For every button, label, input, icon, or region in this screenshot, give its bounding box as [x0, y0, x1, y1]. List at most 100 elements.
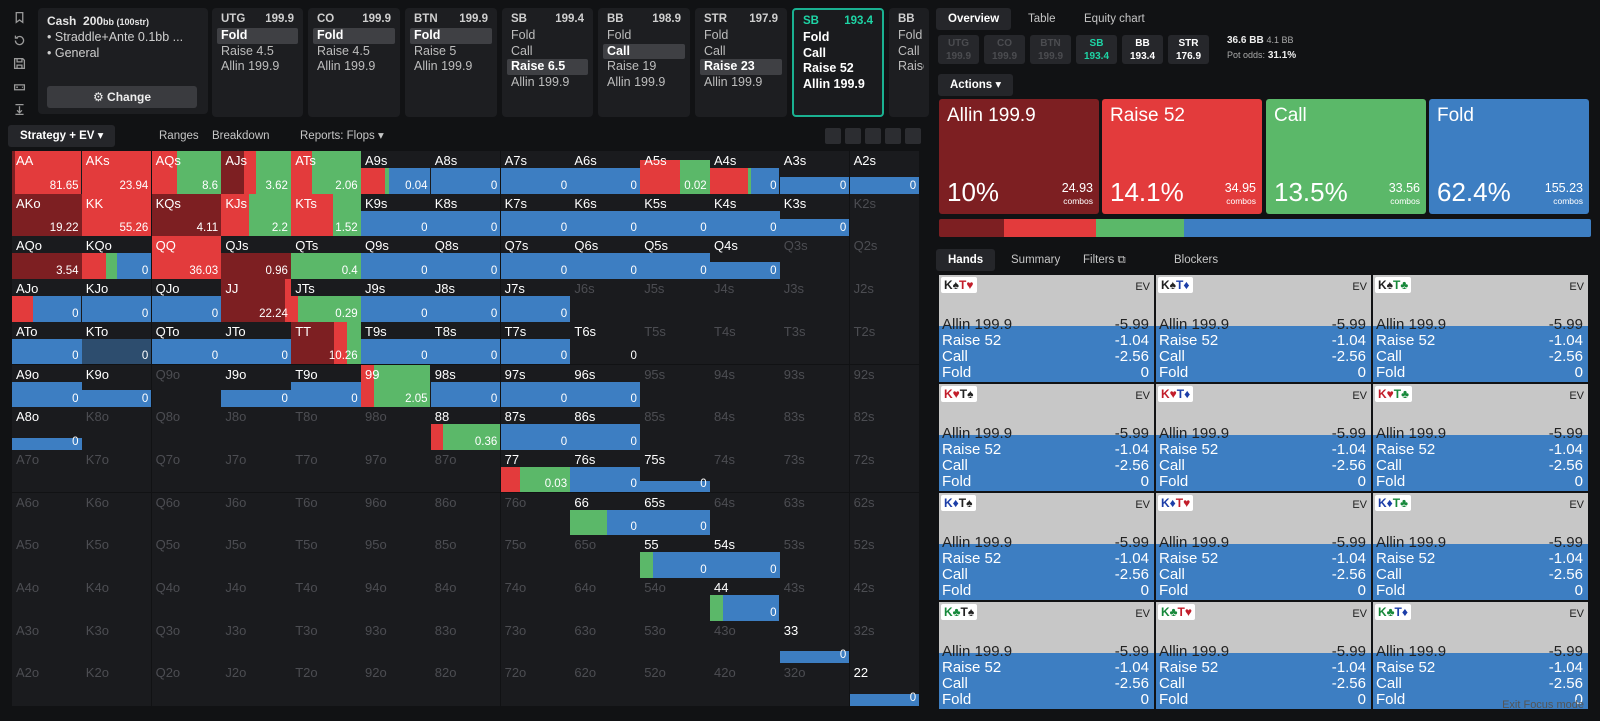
grid-cell-a4o[interactable]: A4o — [12, 578, 82, 621]
grid-cell-95o[interactable]: 95o — [361, 535, 431, 578]
grid-cell-t5o[interactable]: T5o — [291, 535, 361, 578]
grid-cell-a7s[interactable]: A7s 0 — [500, 151, 571, 194]
grid-cell-k8o[interactable]: K8o — [81, 407, 152, 450]
hand-card-ksth[interactable]: K♠T♥ EV Allin 199.9 -5.99 Raise 52 -1.04 Call -… — [939, 275, 1154, 382]
grid-cell-a2o[interactable]: A2o — [12, 663, 82, 706]
grid-cell-j5s[interactable]: J5s — [640, 279, 710, 322]
position-chip-utg[interactable]: UTG 199.9 — [938, 35, 979, 64]
grid-cell-a8s[interactable]: A8s 0 — [430, 151, 501, 194]
grid-cell-43o[interactable]: 43o — [710, 620, 780, 664]
grid-cell-55[interactable]: 55 0 — [640, 535, 710, 578]
grid-cell-96s[interactable]: 96s 0 — [570, 364, 640, 407]
tab-ranges[interactable]: Ranges — [159, 130, 199, 142]
grid-cell-66[interactable]: 66 0 — [570, 492, 640, 536]
tab-breakdown[interactable]: Breakdown — [212, 130, 270, 142]
gamepad-icon[interactable] — [10, 77, 28, 95]
tab-table[interactable]: Table — [1028, 13, 1056, 25]
grid-cell-72o[interactable]: 72o — [500, 663, 571, 706]
seat-action[interactable]: Call — [898, 43, 920, 58]
grid-cell-qjs[interactable]: QJs 0.96 — [221, 236, 291, 279]
grid-cell-ako[interactable]: AKo 19.22 — [12, 193, 82, 237]
hand-card-kcts[interactable]: K♣T♠ EV Allin 199.9 -5.99 Raise 52 -1.04 Call -… — [939, 602, 1154, 709]
grid-cell-74o[interactable]: 74o — [500, 578, 571, 621]
grid-cell-82s[interactable]: 82s — [849, 407, 920, 450]
grid-cell-33[interactable]: 33 0 — [779, 620, 850, 664]
grid-cell-t8o[interactable]: T8o — [291, 407, 361, 450]
grid-cell-63s[interactable]: 63s — [779, 492, 850, 536]
grid-cell-53o[interactable]: 53o — [640, 620, 710, 664]
seat-action[interactable]: Raise 23 — [700, 59, 782, 75]
grid-cell-42s[interactable]: 42s — [849, 578, 920, 621]
seat-action[interactable]: Allin 199.9 — [511, 74, 570, 89]
grid-icon[interactable] — [885, 128, 901, 144]
compact-icon[interactable] — [865, 128, 881, 144]
grid-cell-94s[interactable]: 94s — [710, 364, 780, 407]
square-icon[interactable] — [905, 128, 921, 144]
seat-action[interactable]: Raise 4.5 — [221, 43, 274, 58]
grid-cell-t3s[interactable]: T3s — [779, 321, 850, 365]
cube-icon[interactable] — [825, 128, 841, 144]
grid-cell-t2s[interactable]: T2s — [849, 321, 920, 365]
grid-cell-t6o[interactable]: T6o — [291, 492, 361, 536]
seat-action[interactable]: Allin 199.9 — [803, 76, 865, 91]
seat-action[interactable]: Fold — [607, 28, 632, 42]
grid-cell-kjs[interactable]: KJs 2.2 — [221, 193, 291, 237]
grid-cell-kjo[interactable]: KJo 0 — [81, 279, 152, 322]
grid-cell-a6o[interactable]: A6o — [12, 492, 82, 536]
grid-cell-65o[interactable]: 65o — [570, 535, 640, 578]
grid-cell-83s[interactable]: 83s — [779, 407, 850, 450]
grid-cell-jj[interactable]: JJ 22.24 — [221, 279, 291, 322]
seat-action[interactable]: Raise 4.5 — [317, 43, 370, 58]
grid-cell-q3s[interactable]: Q3s — [779, 236, 850, 279]
grid-cell-q5s[interactable]: Q5s 0 — [640, 236, 710, 279]
grid-cell-j8s[interactable]: J8s 0 — [430, 279, 501, 322]
seat-action[interactable]: Raise — [898, 59, 924, 73]
grid-cell-t8s[interactable]: T8s 0 — [430, 321, 501, 365]
grid-cell-q9s[interactable]: Q9s 0 — [361, 236, 431, 279]
grid-cell-jts[interactable]: JTs 0.29 — [291, 279, 361, 322]
seat-card-btn[interactable]: BTN 199.9 Fold Raise 5 Allin 199.9 — [405, 8, 497, 117]
hand-card-kdth[interactable]: K♦T♥ EV Allin 199.9 -5.99 Raise 52 -1.04 Call -… — [1156, 493, 1371, 600]
grid-cell-j7s[interactable]: J7s 0 — [500, 279, 571, 322]
grid-cell-qto[interactable]: QTo 0 — [151, 321, 222, 365]
grid-cell-92o[interactable]: 92o — [361, 663, 431, 706]
grid-cell-kto[interactable]: KTo 0 — [81, 321, 152, 365]
grid-cell-t9s[interactable]: T9s 0 — [361, 321, 431, 365]
grid-cell-87s[interactable]: 87s 0 — [500, 407, 571, 450]
grid-cell-ajo[interactable]: AJo 0 — [12, 279, 82, 322]
seat-action[interactable]: Call — [603, 43, 685, 59]
seat-card-str[interactable]: STR 197.9 Fold Call Raise 23 Allin 199.9 — [695, 8, 787, 117]
grid-cell-t6s[interactable]: T6s 0 — [570, 321, 640, 365]
seat-action[interactable]: Allin 199.9 — [414, 59, 473, 73]
tab-summary[interactable]: Summary — [1011, 254, 1061, 266]
grid-cell-k6s[interactable]: K6s 0 — [570, 193, 640, 237]
grid-cell-44[interactable]: 44 0 — [710, 578, 780, 621]
grid-cell-q7s[interactable]: Q7s 0 — [500, 236, 571, 279]
grid-cell-43s[interactable]: 43s — [779, 578, 850, 621]
grid-cell-95s[interactable]: 95s — [640, 364, 710, 407]
hand-card-kstc[interactable]: K♠T♣ EV Allin 199.9 -5.99 Raise 52 -1.04 Call -… — [1373, 275, 1588, 382]
grid-cell-73s[interactable]: 73s — [779, 449, 850, 493]
grid-cell-63o[interactable]: 63o — [570, 620, 640, 664]
grid-cell-ajs[interactable]: AJs 3.62 — [221, 151, 291, 194]
grid-cell-86s[interactable]: 86s 0 — [570, 407, 640, 450]
tab-reports-flops[interactable]: Reports: Flops ▾ — [300, 130, 384, 142]
seat-action[interactable]: Allin 199.9 — [317, 59, 376, 73]
grid-cell-98s[interactable]: 98s 0 — [430, 364, 501, 407]
grid-cell-j4s[interactable]: J4s — [710, 279, 780, 322]
grid-cell-t7s[interactable]: T7s 0 — [500, 321, 571, 365]
grid-cell-t4s[interactable]: T4s — [710, 321, 780, 365]
seat-card-utg[interactable]: UTG 199.9 Fold Raise 4.5 Allin 199.9 — [212, 8, 303, 117]
grid-cell-kts[interactable]: KTs 1.52 — [291, 193, 361, 237]
grid-cell-k3s[interactable]: K3s 0 — [779, 193, 850, 237]
grid-cell-a5o[interactable]: A5o — [12, 535, 82, 578]
position-chip-btn[interactable]: BTN 199.9 — [1030, 35, 1071, 64]
seat-action[interactable]: Raise 52 — [803, 61, 854, 75]
grid-cell-76o[interactable]: 76o — [500, 492, 571, 536]
grid-cell-j7o[interactable]: J7o — [221, 449, 291, 493]
action-card-call[interactable]: Call 13.5% 33.56 combos — [1266, 99, 1426, 214]
grid-cell-k9s[interactable]: K9s 0 — [361, 193, 431, 237]
tab-hands[interactable]: Hands — [936, 249, 996, 271]
hand-card-kstd[interactable]: K♠T♦ EV Allin 199.9 -5.99 Raise 52 -1.04 Call -… — [1156, 275, 1371, 382]
grid-cell-93s[interactable]: 93s — [779, 364, 850, 407]
